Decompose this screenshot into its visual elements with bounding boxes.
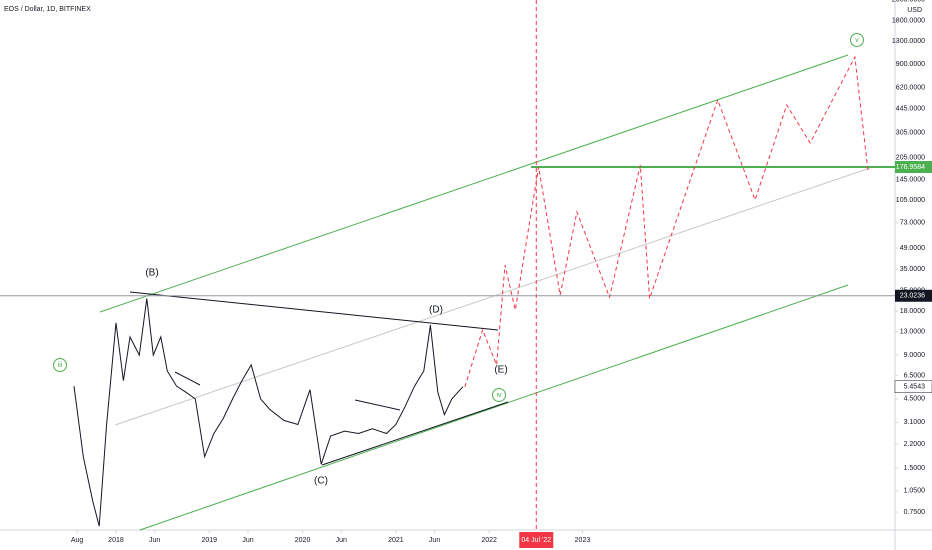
- wave-label: iii: [58, 362, 63, 369]
- wave-label: (E): [494, 365, 507, 376]
- y-tick-label: 2500.0000: [892, 0, 925, 4]
- wave-label: iv: [496, 392, 502, 399]
- wave-label: (C): [314, 476, 328, 487]
- y-tick-label: 49.0000: [900, 245, 925, 252]
- y-tick-label: 1300.0000: [892, 38, 925, 45]
- y-tick-label: 1.0500: [904, 488, 926, 495]
- y-tick-label: 6.5000: [904, 372, 926, 379]
- x-tick-label: 2022: [481, 537, 497, 544]
- y-tick-label: 3.1000: [904, 419, 926, 426]
- x-tick-label: 2020: [295, 537, 311, 544]
- price-tag-bg: [895, 289, 932, 302]
- wave-circle: [53, 358, 67, 372]
- y-tick-label: 1.5000: [904, 465, 926, 472]
- trendline: [99, 54, 849, 313]
- x-tick-label: Jun: [336, 537, 347, 544]
- y-tick-label: 105.0000: [896, 197, 925, 204]
- y-tick-label: 620.0000: [896, 85, 925, 92]
- last-price-bg: [894, 380, 932, 393]
- y-tick-label: 445.0000: [896, 106, 925, 113]
- wave-label: (D): [429, 305, 443, 316]
- y-tick-label: 4.5000: [904, 396, 926, 403]
- y-tick-label: 900.0000: [896, 61, 925, 68]
- x-tick-label: 04 Jul '22: [521, 537, 551, 544]
- wave-label: v: [855, 37, 859, 44]
- wave-label: (B): [145, 268, 158, 279]
- wave-circle: [492, 388, 506, 402]
- y-tick-label: 9.0000: [904, 352, 926, 359]
- x-tick-label: 2019: [201, 537, 217, 544]
- y-tick-label: 13.0000: [900, 329, 925, 336]
- y-tick-label: 73.0000: [900, 220, 925, 227]
- y-unit: USD: [907, 7, 922, 14]
- x-tick-label: 2023: [575, 537, 591, 544]
- trendline: [139, 284, 849, 531]
- x-tick-label: 2021: [388, 537, 404, 544]
- price-tag: 176.9584: [896, 164, 925, 171]
- x-tick-label: Jun: [242, 537, 253, 544]
- y-tick-label: 0.7500: [904, 509, 926, 516]
- y-tick-label: 2.2000: [904, 441, 926, 448]
- y-tick-label: 18.0000: [900, 308, 925, 315]
- x-tick-label: Aug: [71, 537, 84, 544]
- y-tick-label: 305.0000: [896, 129, 925, 136]
- last-price: 5.4543: [904, 384, 926, 391]
- x-tick-label: Jun: [149, 537, 160, 544]
- price-tag-bg: [895, 160, 932, 173]
- projection-line: [464, 55, 869, 387]
- y-tick-label: 145.0000: [896, 176, 925, 183]
- price-line-series: [73, 298, 464, 527]
- date-marker-bg: [519, 532, 554, 548]
- trendline: [129, 291, 499, 331]
- y-tick-label: 35.0000: [900, 266, 925, 273]
- x-tick-label: 2018: [108, 537, 124, 544]
- chart-title: EOS / Dollar, 1D, BITFINEX: [4, 6, 91, 13]
- y-tick-label: 205.0000: [896, 155, 925, 162]
- x-tick-label: Jun: [429, 537, 440, 544]
- price-tag: 23.0236: [900, 293, 925, 300]
- wave-circle: [850, 33, 864, 47]
- trendline: [174, 371, 201, 386]
- trendline: [321, 401, 509, 466]
- y-tick-label: 1800.0000: [892, 17, 925, 24]
- trendline: [354, 399, 401, 411]
